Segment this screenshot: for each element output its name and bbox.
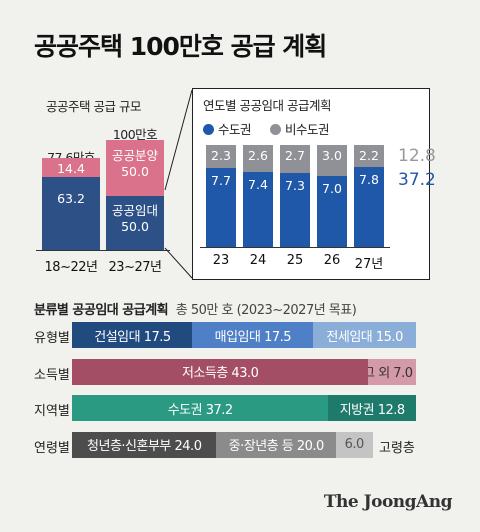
- total-metro: 37.2: [398, 170, 436, 190]
- row-outside-label-3: 고령층: [379, 440, 415, 456]
- row-label-2: 지역별: [34, 404, 70, 419]
- page-title: 공공주택 100만호 공급 계획: [34, 32, 327, 61]
- bottom-chart-title: 분류별 공공임대 공급계획: [34, 303, 169, 318]
- source-logo: The JoongAng: [323, 492, 453, 512]
- row-0-segment-1: 매입임대 17.5: [192, 322, 314, 348]
- right-chart-title: 연도별 공공임대 공급계획: [203, 98, 331, 113]
- left-tick-23-27: 23~27년: [108, 260, 162, 275]
- legend-metro-swatch: [203, 124, 214, 135]
- right-tick-3: 26: [323, 253, 341, 268]
- legend-nonmetro: 비수도권: [270, 119, 330, 138]
- legend-nonmetro-swatch: [270, 124, 281, 135]
- total-label-23-27: 100만호: [112, 127, 158, 142]
- row-3-segment-2: 6.0: [336, 431, 373, 458]
- row-label-1: 소득별: [34, 367, 70, 383]
- row-0-segment-0: 건설임대 17.5: [72, 322, 193, 348]
- row-bar-1: 저소득층 43.0 그 외 7.0: [72, 358, 417, 385]
- row-bar-0: 건설임대 17.5 매입임대 17.5 전세임대 15.0: [72, 322, 417, 348]
- bottom-chart-header: 분류별 공공임대 공급계획 총 50만 호 (2023~2027년 목표): [34, 299, 357, 318]
- row-3-segment-0: 청년층·신혼부부 24.0: [72, 431, 217, 458]
- right-tick-2: 25: [286, 253, 304, 268]
- total-nonmetro: 12.8: [398, 146, 436, 166]
- right-tick-1: 24: [249, 253, 267, 268]
- row-1-segment-1: 그 외 7.0: [367, 358, 417, 385]
- row-2-segment-0: 수도권 37.2: [72, 395, 329, 421]
- right-axis-line: [200, 247, 390, 248]
- legend-nonmetro-label: 비수도권: [285, 122, 330, 137]
- row-3-segment-1: 중·장년층 등 20.0: [216, 431, 337, 458]
- bottom-chart-subtitle: 총 50만 호 (2023~2027년 목표): [175, 303, 357, 318]
- row-0-segment-2: 전세임대 15.0: [312, 322, 417, 348]
- legend-metro: 수도권: [203, 119, 252, 138]
- left-chart-title: 공공주택 공급 규모: [46, 99, 141, 114]
- right-tick-4: 27년: [354, 257, 384, 272]
- left-axis-line: [36, 250, 170, 251]
- row-2-segment-1: 지방권 12.8: [327, 395, 417, 421]
- row-bar-2: 수도권 37.2 지방권 12.8: [72, 395, 417, 421]
- right-tick-0: 23: [212, 253, 230, 268]
- row-bar-3: 청년층·신혼부부 24.0 중·장년층 등 20.0 6.0: [72, 431, 373, 458]
- left-tick-18-22: 18~22년: [44, 260, 98, 275]
- row-label-0: 유형별: [34, 331, 70, 346]
- row-label-3: 연령별: [34, 440, 70, 456]
- legend-metro-label: 수도권: [218, 122, 252, 137]
- right-chart-panel: [192, 88, 430, 280]
- row-1-segment-0: 저소득층 43.0: [72, 358, 369, 385]
